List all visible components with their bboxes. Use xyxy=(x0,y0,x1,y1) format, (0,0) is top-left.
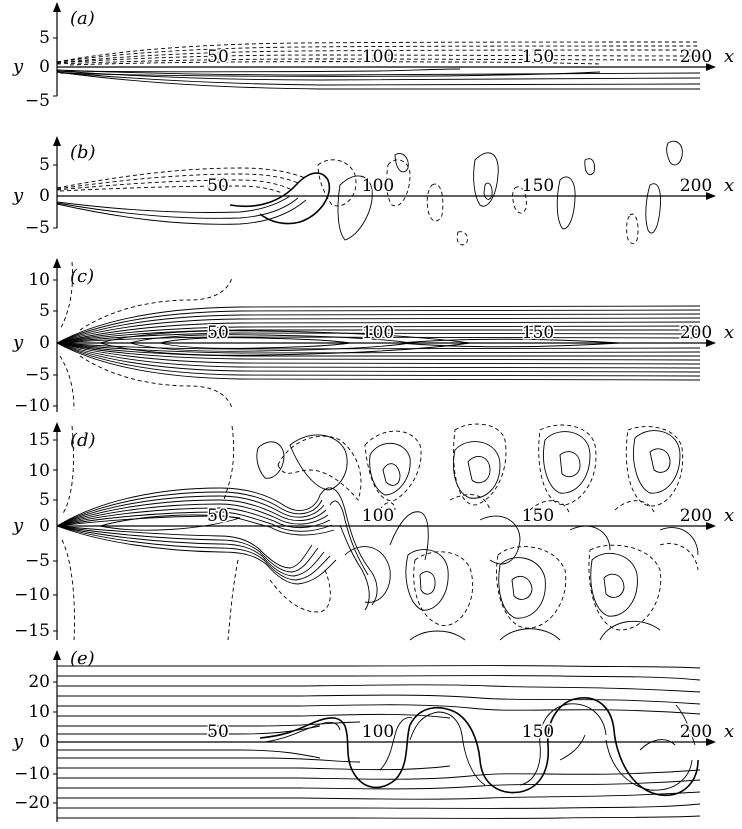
panel-c-contours xyxy=(56,261,701,411)
panel-c-x-tick-label: 50 xyxy=(207,323,229,343)
panel-a-x-label: x xyxy=(724,46,734,67)
panel-b-x-tick-label: 150 xyxy=(522,176,554,196)
panel-c: (c) y x 10 5 0 −5 −10 50 100 150 200 xyxy=(12,258,734,416)
panel-c-x-label: x xyxy=(724,322,734,343)
panel-c-x-arrow-icon xyxy=(706,339,716,347)
panel-e-y-tick-label: 10 xyxy=(28,702,50,722)
panel-a-y-tick-label: 5 xyxy=(39,28,50,48)
panel-e-x-tick-label: 200 xyxy=(680,722,712,742)
panel-d-y-label: y xyxy=(12,515,24,536)
panel-c-x-tick-label: 100 xyxy=(362,323,394,343)
panel-d-x-arrow-icon xyxy=(706,522,716,530)
panel-a-y-arrow-icon xyxy=(53,2,61,12)
panel-b-y-tick-label: 5 xyxy=(39,155,50,175)
panel-c-x-tick-label: 150 xyxy=(522,323,554,343)
panel-e-y-arrow-icon xyxy=(53,650,61,660)
panel-e-x-tick-label: 50 xyxy=(207,722,229,742)
panel-e-streaklines xyxy=(57,665,701,819)
panel-d-x-tick-label: 200 xyxy=(680,506,712,526)
panel-a-contours xyxy=(56,41,701,90)
panel-c-y-tick-label: −5 xyxy=(25,365,50,385)
panel-d-y-arrow-icon xyxy=(53,422,61,432)
panel-e-x-label: x xyxy=(724,721,734,742)
panel-d-label: (d) xyxy=(70,430,96,451)
panel-b-x-tick-label: 100 xyxy=(362,176,394,196)
panel-d-y-tick-label: 0 xyxy=(39,516,50,536)
panel-e-y-tick-label: −10 xyxy=(14,764,50,784)
panel-a-x-tick-label: 200 xyxy=(680,47,712,67)
panel-e-x-arrow-icon xyxy=(706,738,716,746)
panel-d-x-label: x xyxy=(724,505,734,526)
panel-d: (d) y x 15 10 5 0 −5 −10 −15 50 100 150 … xyxy=(12,422,734,641)
panel-d-y-tick-label: 15 xyxy=(28,430,50,450)
panel-b-y-tick-label: −5 xyxy=(25,218,50,238)
panel-b-y-label: y xyxy=(12,185,24,206)
panel-c-label: (c) xyxy=(70,266,94,287)
panel-a-x-tick-label: 150 xyxy=(522,47,554,67)
panel-d-x-tick-label: 50 xyxy=(207,506,229,526)
panel-d-contours xyxy=(56,423,699,641)
panel-a-x-tick-label: 100 xyxy=(362,47,394,67)
panel-a-y-tick-label: 0 xyxy=(39,57,50,77)
panel-c-y-tick-label: 10 xyxy=(28,270,50,290)
panel-d-y-tick-label: 10 xyxy=(28,461,50,481)
panel-b-x-tick-label: 50 xyxy=(207,176,229,196)
panel-d-y-tick-label: −5 xyxy=(25,551,50,571)
panel-e-y-label: y xyxy=(12,731,24,752)
panel-c-x-tick-label: 200 xyxy=(680,323,712,343)
panel-a-y-tick-label: −5 xyxy=(25,91,50,111)
panel-b-x-label: x xyxy=(724,175,734,196)
panel-c-y-arrow-icon xyxy=(53,258,61,268)
panel-d-y-tick-label: −15 xyxy=(14,621,50,641)
panel-c-y-tick-label: −10 xyxy=(14,396,50,416)
panel-e-label: (e) xyxy=(70,648,95,669)
panel-a-y-label: y xyxy=(12,56,24,77)
panel-e: (e) y x 20 10 0 −10 −20 50 100 150 200 xyxy=(12,648,734,822)
panel-e-y-tick-label: 20 xyxy=(28,672,50,692)
panel-e-x-tick-label: 100 xyxy=(362,722,394,742)
panel-a-label: (a) xyxy=(70,8,95,29)
panel-d-x-tick-label: 100 xyxy=(362,506,394,526)
panel-a: (a) y x 5 0 −5 50 100 150 200 xyxy=(12,2,734,111)
panel-a-x-arrow-icon xyxy=(706,63,716,71)
panel-b-x-arrow-icon xyxy=(706,192,716,200)
panel-c-y-label: y xyxy=(12,332,24,353)
panel-e-y-tick-label: 0 xyxy=(39,732,50,752)
panel-d-x-tick-label: 150 xyxy=(522,506,554,526)
panel-b: (b) y x 5 0 −5 50 100 150 200 xyxy=(12,136,734,246)
panel-d-y-tick-label: 5 xyxy=(39,490,50,510)
panel-b-label: (b) xyxy=(70,142,96,163)
panel-e-x-tick-label: 150 xyxy=(522,722,554,742)
panel-c-y-tick-label: 5 xyxy=(39,301,50,321)
panel-b-x-tick-label: 200 xyxy=(680,176,712,196)
panel-c-y-tick-label: 0 xyxy=(39,333,50,353)
panel-e-y-tick-label: −20 xyxy=(14,793,50,813)
panel-b-y-tick-label: 0 xyxy=(39,186,50,206)
panel-a-x-tick-label: 50 xyxy=(207,47,229,67)
panel-d-y-tick-label: −10 xyxy=(14,585,50,605)
panel-b-y-arrow-icon xyxy=(53,136,61,146)
panel-b-contours xyxy=(56,140,683,246)
